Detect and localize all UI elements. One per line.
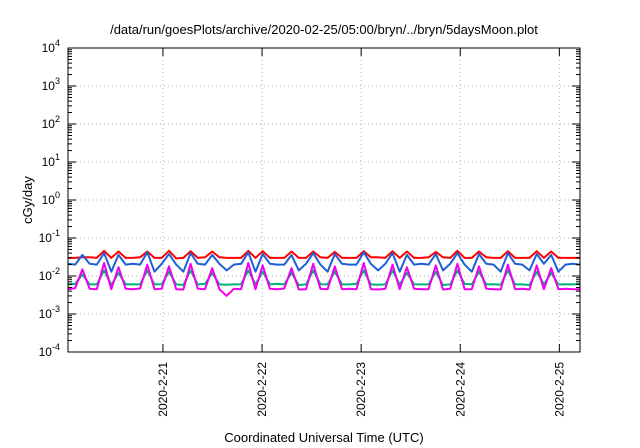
y-tick-label: 102 [42, 114, 60, 131]
y-tick-label: 103 [42, 76, 60, 93]
y-tick-label: 101 [42, 152, 60, 169]
series-line-2 [67, 251, 581, 273]
x-tick-label: 2020-2-21 [156, 362, 170, 417]
axis-layer: 10-4 10-3 10-2 10-1 100 101 102 103 104 2020-2-21… [39, 38, 580, 417]
y-tick-label: 10-3 [39, 304, 60, 321]
y-tick-label: 10-4 [39, 342, 60, 359]
y-tick-label: 10-2 [39, 266, 60, 283]
chart-title: /data/run/goesPlots/archive/2020-02-25/0… [110, 22, 538, 37]
y-axis-label: cGy/day [20, 176, 35, 224]
x-tick-label: 2020-2-25 [552, 362, 566, 417]
x-tick-label: 2020-2-22 [255, 362, 269, 417]
y-tick-label: 100 [42, 190, 60, 207]
series-line-1 [68, 249, 580, 260]
grid-layer [68, 48, 580, 352]
series-line-4 [67, 262, 580, 297]
series-layer [67, 249, 581, 297]
y-tick-label: 10-1 [39, 228, 60, 245]
x-axis-label: Coordinated Universal Time (UTC) [224, 430, 423, 445]
y-tick-label: 104 [42, 38, 60, 55]
x-tick-label: 2020-2-24 [453, 362, 467, 417]
x-tick-label: 2020-2-23 [354, 362, 368, 417]
